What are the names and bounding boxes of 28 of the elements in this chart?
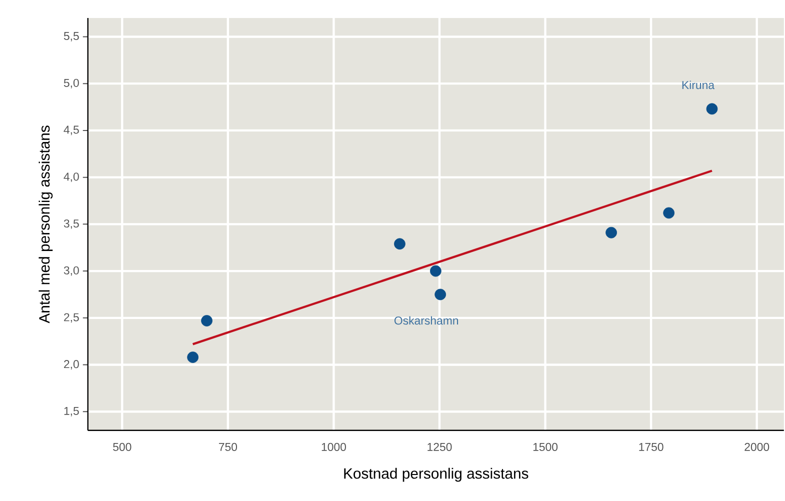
x-axis-title: Kostnad personlig assistans xyxy=(344,468,528,482)
point xyxy=(430,265,442,277)
y-tick-label: 4,0 xyxy=(64,172,79,182)
point xyxy=(706,103,718,114)
y-tick-label: 3,0 xyxy=(64,266,79,276)
y-tick-label: 2,5 xyxy=(64,313,79,323)
x-tick-label: 2000 xyxy=(744,442,770,451)
point xyxy=(201,314,212,326)
point xyxy=(394,238,406,250)
point xyxy=(663,207,675,218)
y-tick-label: 5,0 xyxy=(64,78,79,88)
y-tick-label: 1,5 xyxy=(64,406,79,416)
x-tick-label: 1750 xyxy=(639,442,664,451)
y-tick-label: 5,5 xyxy=(64,32,79,42)
annotation: Oskarshamn xyxy=(394,316,458,325)
x-tick-label: 1000 xyxy=(322,442,346,451)
point xyxy=(434,288,446,300)
y-axis-title: Antal med personlig assistans xyxy=(38,126,53,324)
y-tick-label: 2,0 xyxy=(64,360,79,370)
point xyxy=(606,226,617,238)
x-tick-label: 1500 xyxy=(533,442,558,451)
y-tick-label: 3,5 xyxy=(64,219,79,229)
x-tick-label: 500 xyxy=(113,442,132,451)
x-tick-label: 1250 xyxy=(428,442,452,451)
point xyxy=(187,351,199,363)
y-tick-label: 4,5 xyxy=(64,126,79,135)
x-tick-label: 750 xyxy=(218,442,238,451)
annotation: Kiruna xyxy=(682,80,715,89)
